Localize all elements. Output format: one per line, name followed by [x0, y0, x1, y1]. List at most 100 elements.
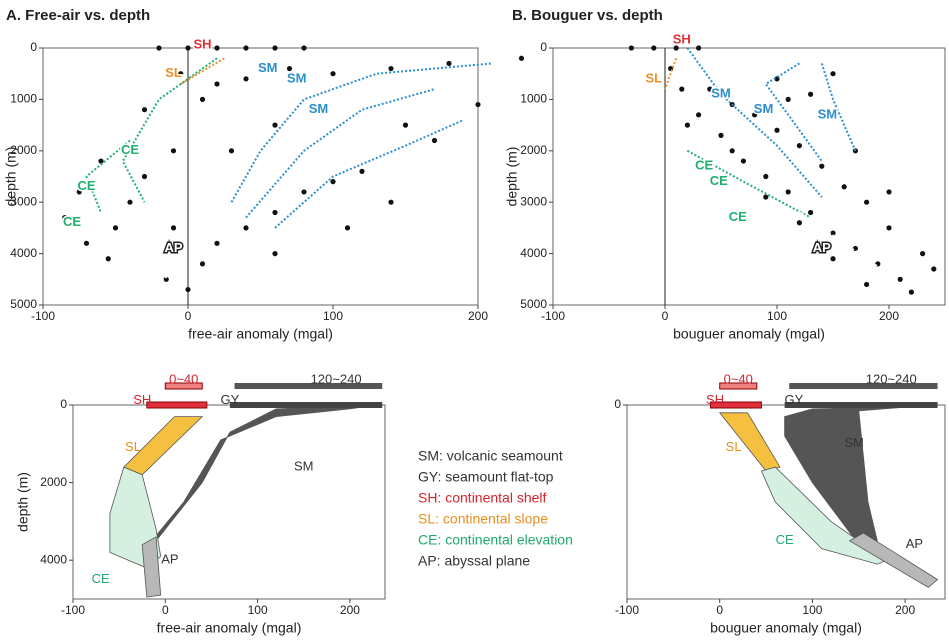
point [852, 245, 859, 252]
x-tick-label: 0 [662, 309, 669, 323]
trend-curve [245, 88, 435, 219]
point [679, 86, 685, 92]
plot-frame [552, 47, 946, 306]
point [112, 225, 119, 231]
y-tick-label: 0 [30, 40, 37, 54]
trend-curve [158, 212, 168, 280]
point [707, 86, 713, 92]
legend-entry: CE: continental elevation [418, 532, 573, 548]
y-tick-label: 1000 [10, 92, 37, 106]
annotation: CE [710, 173, 728, 188]
y-tick-label: 5000 [10, 297, 37, 311]
point [388, 65, 394, 72]
point [830, 71, 836, 77]
point [402, 122, 409, 128]
point [729, 148, 735, 154]
legend-entry: GY: seamount flat-top [418, 469, 554, 485]
panel-title: A. Free-air vs. depth [6, 7, 150, 24]
point [830, 256, 836, 262]
y-tick-label: 2000 [40, 475, 67, 489]
y-tick-label: 1000 [520, 92, 547, 106]
trend-curve [686, 47, 823, 198]
point [446, 60, 452, 67]
abyssal-region [848, 532, 939, 588]
point [199, 96, 206, 102]
x-tick-label: 100 [767, 309, 787, 323]
annotation: SL [165, 65, 182, 80]
annotation: AP [164, 240, 182, 255]
trend-curve [274, 119, 464, 229]
point [518, 55, 525, 61]
annotation: SM [309, 101, 329, 116]
point [763, 194, 769, 200]
y-tick-label: 0 [540, 40, 547, 54]
x-axis-label: bouguer anomaly (mgal) [673, 326, 825, 342]
point [301, 189, 307, 195]
region-label: SH [133, 392, 151, 407]
region-label: CE [92, 571, 110, 586]
region-label: SL [125, 439, 141, 454]
shelf-range-bar [164, 382, 203, 390]
y-tick-label: 4000 [10, 246, 37, 260]
point [315, 107, 322, 113]
annotation: SL [645, 70, 662, 85]
trend-curve [121, 57, 218, 203]
annotation: SM [258, 60, 278, 75]
point [301, 45, 307, 51]
point [98, 158, 104, 164]
legend-entry: SM: volcanic seamount [418, 448, 563, 464]
point [272, 45, 278, 51]
point [344, 225, 351, 231]
abyssal-region [141, 536, 162, 598]
x-tick-label: 100 [248, 603, 268, 617]
point [286, 65, 293, 72]
trend-curve [180, 57, 225, 85]
point [127, 199, 133, 205]
shelf-bar [709, 401, 762, 409]
point [796, 220, 803, 226]
point [651, 45, 657, 51]
shelf-bar [146, 401, 208, 409]
point [141, 107, 148, 113]
point [185, 286, 191, 293]
annotation: SH [193, 36, 211, 51]
point [272, 209, 278, 216]
point [243, 225, 249, 231]
plot-frame [72, 404, 386, 600]
shelf-range-bar [719, 382, 758, 390]
region-label: AP [906, 536, 923, 551]
annotation: SM [754, 101, 774, 116]
region-label: SH [706, 392, 724, 407]
annotation: SH [673, 32, 691, 47]
annotation: CE [63, 214, 81, 229]
annotation: CE [729, 209, 747, 224]
point [170, 148, 177, 154]
point [796, 143, 803, 149]
point [774, 127, 780, 133]
point [808, 209, 814, 216]
x-tick-label: 100 [323, 309, 343, 323]
x-tick-label: -100 [31, 309, 55, 323]
point [475, 101, 481, 108]
trend-curve [85, 139, 131, 213]
point [185, 45, 191, 51]
point [864, 281, 870, 288]
x-axis-label: bouguer anomaly (mgal) [710, 620, 862, 636]
flattop-range-bar [789, 383, 938, 389]
y-tick-label: 3000 [10, 194, 37, 208]
annotation: SM [818, 106, 838, 121]
trend-curve [764, 62, 823, 162]
point [105, 256, 111, 262]
region-label: SM [844, 435, 864, 450]
point [214, 45, 220, 51]
point [696, 45, 702, 51]
region-label: 120~240 [311, 372, 362, 387]
point [740, 158, 747, 164]
y-tick-label: 5000 [520, 297, 547, 311]
slope-region [718, 412, 781, 472]
x-axis-label: free-air anomaly (mgal) [188, 326, 333, 342]
point [214, 240, 220, 246]
trend-curve [686, 149, 812, 219]
point [931, 266, 937, 272]
